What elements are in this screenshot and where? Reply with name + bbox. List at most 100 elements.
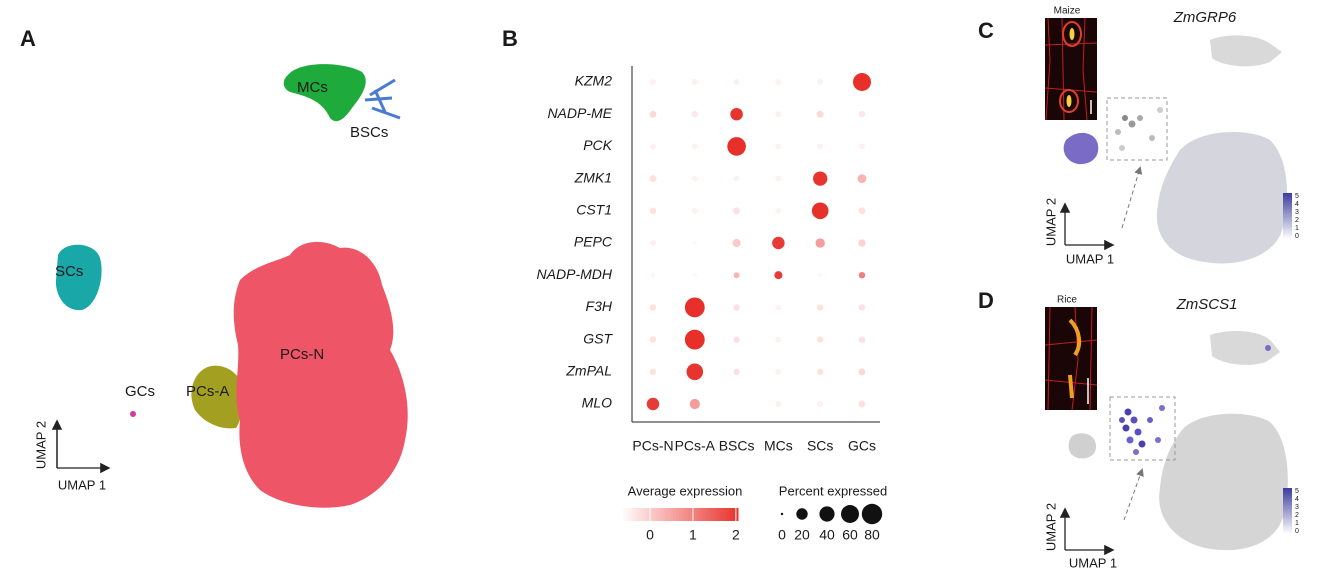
cluster-pcs-a — [191, 365, 243, 429]
dot — [857, 174, 867, 183]
size-legend-label: 40 — [819, 527, 835, 543]
dot — [775, 368, 782, 375]
dot — [858, 368, 866, 376]
colorbar-cell — [628, 508, 633, 521]
colorbar-tick-label: 0 — [1295, 233, 1299, 240]
y-tick-label: PEPC — [574, 234, 613, 250]
dot — [684, 297, 705, 318]
y-tick-label: F3H — [586, 298, 613, 314]
colorbar-cell — [732, 508, 736, 521]
size-legend-dot — [841, 505, 859, 523]
dot — [817, 272, 823, 278]
cluster-bscs — [364, 78, 401, 120]
dot — [649, 175, 657, 183]
axis-label: UMAP 1 — [58, 477, 106, 492]
umap-feature — [1068, 330, 1292, 551]
panel-label: B — [502, 26, 518, 51]
colorbar-cell — [708, 508, 712, 521]
colorbar-cell — [687, 508, 692, 521]
colorbar-tick-label: 2 — [1295, 217, 1299, 224]
colorbar-cell — [726, 508, 730, 521]
size-legend-title: Percent expressed — [779, 483, 887, 498]
axis-label: UMAP 1 — [1069, 555, 1117, 570]
cluster-label: GCs — [125, 383, 155, 400]
cluster-label: PCs-N — [280, 346, 324, 363]
y-tick-label: NADP-MDH — [537, 266, 613, 282]
dot — [858, 336, 866, 343]
colorbar-cell — [625, 508, 630, 521]
micrograph — [1044, 17, 1098, 121]
dot — [727, 137, 746, 156]
dot — [730, 107, 743, 121]
cluster-label: MCs — [297, 79, 328, 96]
dot — [815, 238, 825, 248]
panel-label: A — [20, 26, 36, 51]
dot — [859, 143, 865, 150]
y-tick-label: NADP-ME — [547, 105, 612, 121]
colorbar-tick-label: 2 — [1295, 512, 1299, 519]
colorbar-cell — [664, 508, 668, 521]
dot — [691, 143, 698, 150]
dot — [649, 304, 657, 311]
dot — [733, 175, 740, 182]
dot — [858, 239, 866, 247]
panel-label: C — [978, 18, 994, 43]
dot — [775, 175, 782, 182]
dot — [733, 79, 740, 85]
y-tick-label: ZmPAL — [565, 363, 612, 379]
dot — [774, 271, 783, 280]
dot — [853, 73, 871, 91]
colorbar-tick-label: 5 — [1295, 193, 1299, 200]
dot — [775, 304, 782, 311]
dot — [817, 401, 824, 407]
colorbar-cell — [652, 508, 656, 521]
dot — [684, 329, 705, 350]
dot — [816, 304, 824, 311]
dot — [649, 110, 657, 118]
dot — [733, 304, 740, 311]
colorbar-cell — [655, 508, 659, 521]
colorbar-cell — [676, 508, 680, 521]
x-tick-label: SCs — [807, 438, 833, 454]
dot — [691, 79, 698, 85]
dot — [733, 368, 740, 376]
y-tick-label: PCK — [583, 137, 612, 153]
x-tick-label: MCs — [764, 438, 793, 454]
y-tick-label: MLO — [582, 395, 612, 411]
umap-feature — [1063, 35, 1292, 264]
y-tick-label: KZM2 — [575, 73, 613, 89]
colorbar-cell — [711, 508, 715, 521]
y-tick-label: CST1 — [576, 202, 612, 218]
cluster-pcs-n — [233, 241, 408, 508]
size-legend-label: 80 — [864, 527, 880, 543]
axis-label: UMAP 1 — [1066, 251, 1114, 266]
dot — [650, 143, 656, 150]
size-legend-label: 60 — [842, 527, 858, 543]
dot — [691, 175, 698, 182]
cluster-gcs — [130, 411, 136, 417]
colorbar-cell — [622, 508, 627, 521]
dot — [816, 368, 824, 376]
colorbar-cell — [720, 508, 724, 521]
dot — [650, 272, 656, 278]
size-legend-label: 20 — [794, 527, 810, 543]
colorbar-tick-label: 2 — [732, 527, 740, 543]
dot — [775, 336, 782, 343]
dot — [817, 79, 824, 85]
dot — [858, 304, 866, 311]
colorbar-tick-label: 3 — [1295, 209, 1299, 216]
dot — [692, 240, 698, 246]
x-tick-label: PCs-N — [632, 438, 673, 454]
colorbar-cell — [634, 508, 639, 521]
colorbar-cell — [729, 508, 733, 521]
x-tick-label: PCs-A — [675, 438, 716, 454]
umap-axes — [56, 422, 108, 468]
colorbar-cell — [705, 508, 709, 521]
y-tick-label: ZMK1 — [574, 169, 612, 185]
dot — [775, 79, 782, 85]
dot — [733, 207, 741, 215]
